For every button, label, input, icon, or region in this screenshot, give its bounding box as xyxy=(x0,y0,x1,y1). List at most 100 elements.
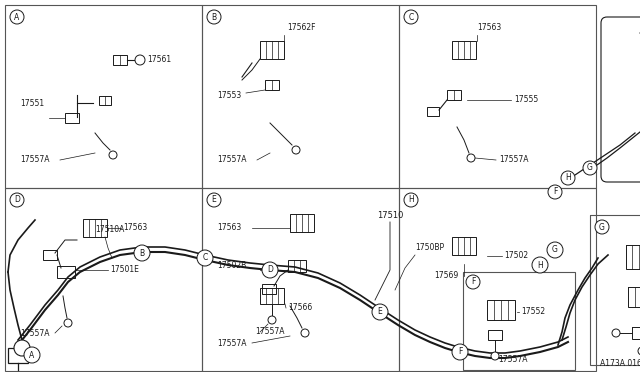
Bar xyxy=(260,288,284,304)
Text: C: C xyxy=(408,13,413,22)
Circle shape xyxy=(612,329,620,337)
Bar xyxy=(5,5,202,188)
Text: B: B xyxy=(140,248,145,257)
Circle shape xyxy=(292,146,300,154)
Circle shape xyxy=(268,316,276,324)
Bar xyxy=(5,188,202,371)
Text: 17561: 17561 xyxy=(147,55,171,64)
Text: A: A xyxy=(29,350,35,359)
Text: F: F xyxy=(458,347,462,356)
Circle shape xyxy=(197,250,213,266)
Text: 17557A: 17557A xyxy=(217,155,246,164)
Circle shape xyxy=(452,344,468,360)
Bar xyxy=(399,188,596,371)
Text: D: D xyxy=(267,266,273,275)
Bar xyxy=(288,260,306,272)
Text: F: F xyxy=(471,278,475,286)
Text: 17551: 17551 xyxy=(20,99,44,108)
Bar xyxy=(202,5,399,188)
Bar xyxy=(202,188,399,371)
Circle shape xyxy=(10,10,24,24)
Text: 17552: 17552 xyxy=(521,308,545,317)
Bar xyxy=(628,287,640,307)
Text: B: B xyxy=(211,13,216,22)
Bar xyxy=(447,90,461,100)
Text: 17501E: 17501E xyxy=(110,266,139,275)
Bar xyxy=(43,250,57,260)
Bar xyxy=(452,41,476,59)
Text: 17557A: 17557A xyxy=(499,155,529,164)
Bar xyxy=(8,348,28,363)
Text: 17502: 17502 xyxy=(504,251,528,260)
Text: 17563: 17563 xyxy=(217,224,241,232)
Text: 17557A: 17557A xyxy=(255,327,285,337)
Text: 17557A: 17557A xyxy=(20,328,49,337)
Bar xyxy=(590,215,640,365)
Circle shape xyxy=(134,245,150,261)
Bar xyxy=(399,5,596,188)
Circle shape xyxy=(404,193,418,207)
Text: D: D xyxy=(14,196,20,205)
Text: 17563: 17563 xyxy=(123,224,147,232)
Text: 17557A: 17557A xyxy=(498,356,527,365)
Bar xyxy=(262,284,276,294)
Bar xyxy=(65,113,79,123)
Text: 1750BP: 1750BP xyxy=(415,244,444,253)
Text: 17569: 17569 xyxy=(434,272,458,280)
Circle shape xyxy=(207,10,221,24)
Bar xyxy=(290,214,314,232)
Text: F: F xyxy=(553,187,557,196)
Circle shape xyxy=(10,193,24,207)
Text: G: G xyxy=(587,164,593,173)
Bar xyxy=(463,272,575,370)
Text: 17557A: 17557A xyxy=(217,339,246,347)
Text: E: E xyxy=(212,196,216,205)
Circle shape xyxy=(532,257,548,273)
Text: 17562F: 17562F xyxy=(287,22,316,32)
Circle shape xyxy=(491,352,499,360)
Circle shape xyxy=(404,10,418,24)
Circle shape xyxy=(301,329,309,337)
Circle shape xyxy=(638,347,640,355)
Circle shape xyxy=(547,242,563,258)
Bar xyxy=(57,266,75,278)
Circle shape xyxy=(207,193,221,207)
Text: 17563: 17563 xyxy=(477,22,501,32)
Text: 17566: 17566 xyxy=(288,304,312,312)
Bar xyxy=(488,330,502,340)
Bar xyxy=(487,300,515,320)
Bar xyxy=(113,55,127,65)
Bar xyxy=(99,96,111,105)
Circle shape xyxy=(64,319,72,327)
Bar xyxy=(265,80,279,90)
Circle shape xyxy=(466,275,480,289)
Circle shape xyxy=(372,304,388,320)
Circle shape xyxy=(135,55,145,65)
Text: H: H xyxy=(408,196,414,205)
Bar xyxy=(83,219,107,237)
Text: G: G xyxy=(599,222,605,231)
Bar xyxy=(452,237,476,255)
Circle shape xyxy=(561,171,575,185)
Text: 17510: 17510 xyxy=(377,211,403,219)
Circle shape xyxy=(14,340,30,356)
Bar xyxy=(427,107,439,116)
Circle shape xyxy=(262,262,278,278)
Text: H: H xyxy=(537,260,543,269)
Text: H: H xyxy=(565,173,571,183)
Bar xyxy=(260,41,284,59)
Circle shape xyxy=(24,347,40,363)
Circle shape xyxy=(109,151,117,159)
Circle shape xyxy=(548,185,562,199)
Text: 17557A: 17557A xyxy=(20,155,49,164)
Bar xyxy=(626,245,640,269)
Text: G: G xyxy=(552,246,558,254)
Text: 17502B: 17502B xyxy=(217,262,246,270)
Circle shape xyxy=(467,154,475,162)
Bar xyxy=(632,327,640,339)
Text: 17555: 17555 xyxy=(514,96,538,105)
Text: A: A xyxy=(14,13,20,22)
Text: C: C xyxy=(202,253,207,263)
Text: 17553: 17553 xyxy=(217,90,241,99)
Text: 17510A: 17510A xyxy=(95,225,124,234)
